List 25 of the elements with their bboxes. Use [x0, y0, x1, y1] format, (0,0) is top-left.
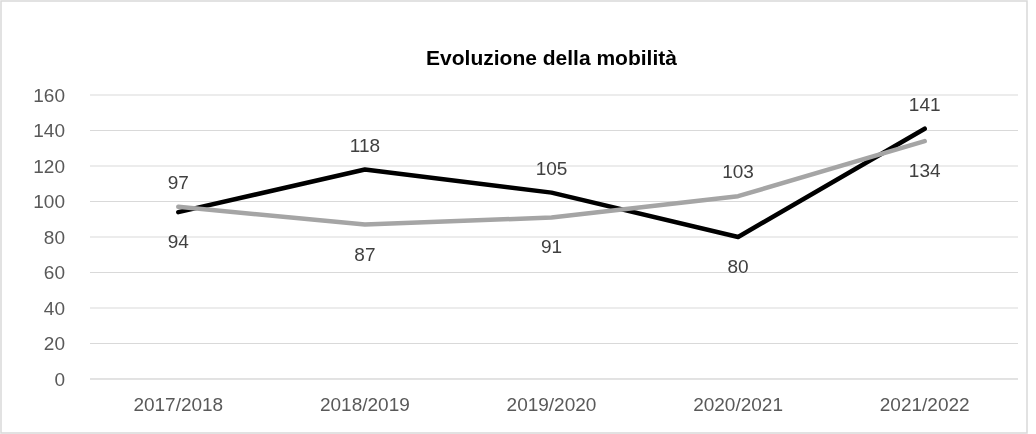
y-tick-label: 0 — [54, 368, 65, 390]
data-label: 105 — [535, 157, 568, 179]
data-label: 97 — [167, 171, 189, 193]
chart-title: Evoluzione della mobilità — [426, 46, 678, 69]
y-tick-label: 20 — [43, 333, 65, 355]
y-tick-label: 160 — [33, 84, 65, 106]
y-tick-label: 140 — [33, 120, 65, 142]
data-label: 141 — [908, 93, 941, 115]
data-label: 103 — [722, 161, 754, 183]
x-tick-label: 2020/2021 — [693, 394, 784, 415]
data-label: 94 — [167, 231, 190, 253]
y-tick-label: 80 — [43, 226, 65, 248]
data-label: 80 — [727, 256, 749, 277]
data-label: 134 — [908, 160, 941, 182]
y-tick-label: 40 — [43, 297, 65, 319]
y-tick-label: 60 — [43, 262, 65, 284]
data-label: 87 — [354, 243, 376, 265]
data-label: 91 — [540, 236, 563, 258]
y-tick-label: 100 — [33, 191, 65, 213]
x-tick-label: 2019/2020 — [506, 394, 597, 415]
y-tick-label: 120 — [33, 155, 65, 177]
data-label: 118 — [349, 134, 381, 156]
x-tick-label: 2021/2022 — [879, 394, 970, 415]
x-tick-label: 2018/2019 — [319, 394, 410, 415]
x-tick-label: 2017/2018 — [133, 394, 224, 415]
